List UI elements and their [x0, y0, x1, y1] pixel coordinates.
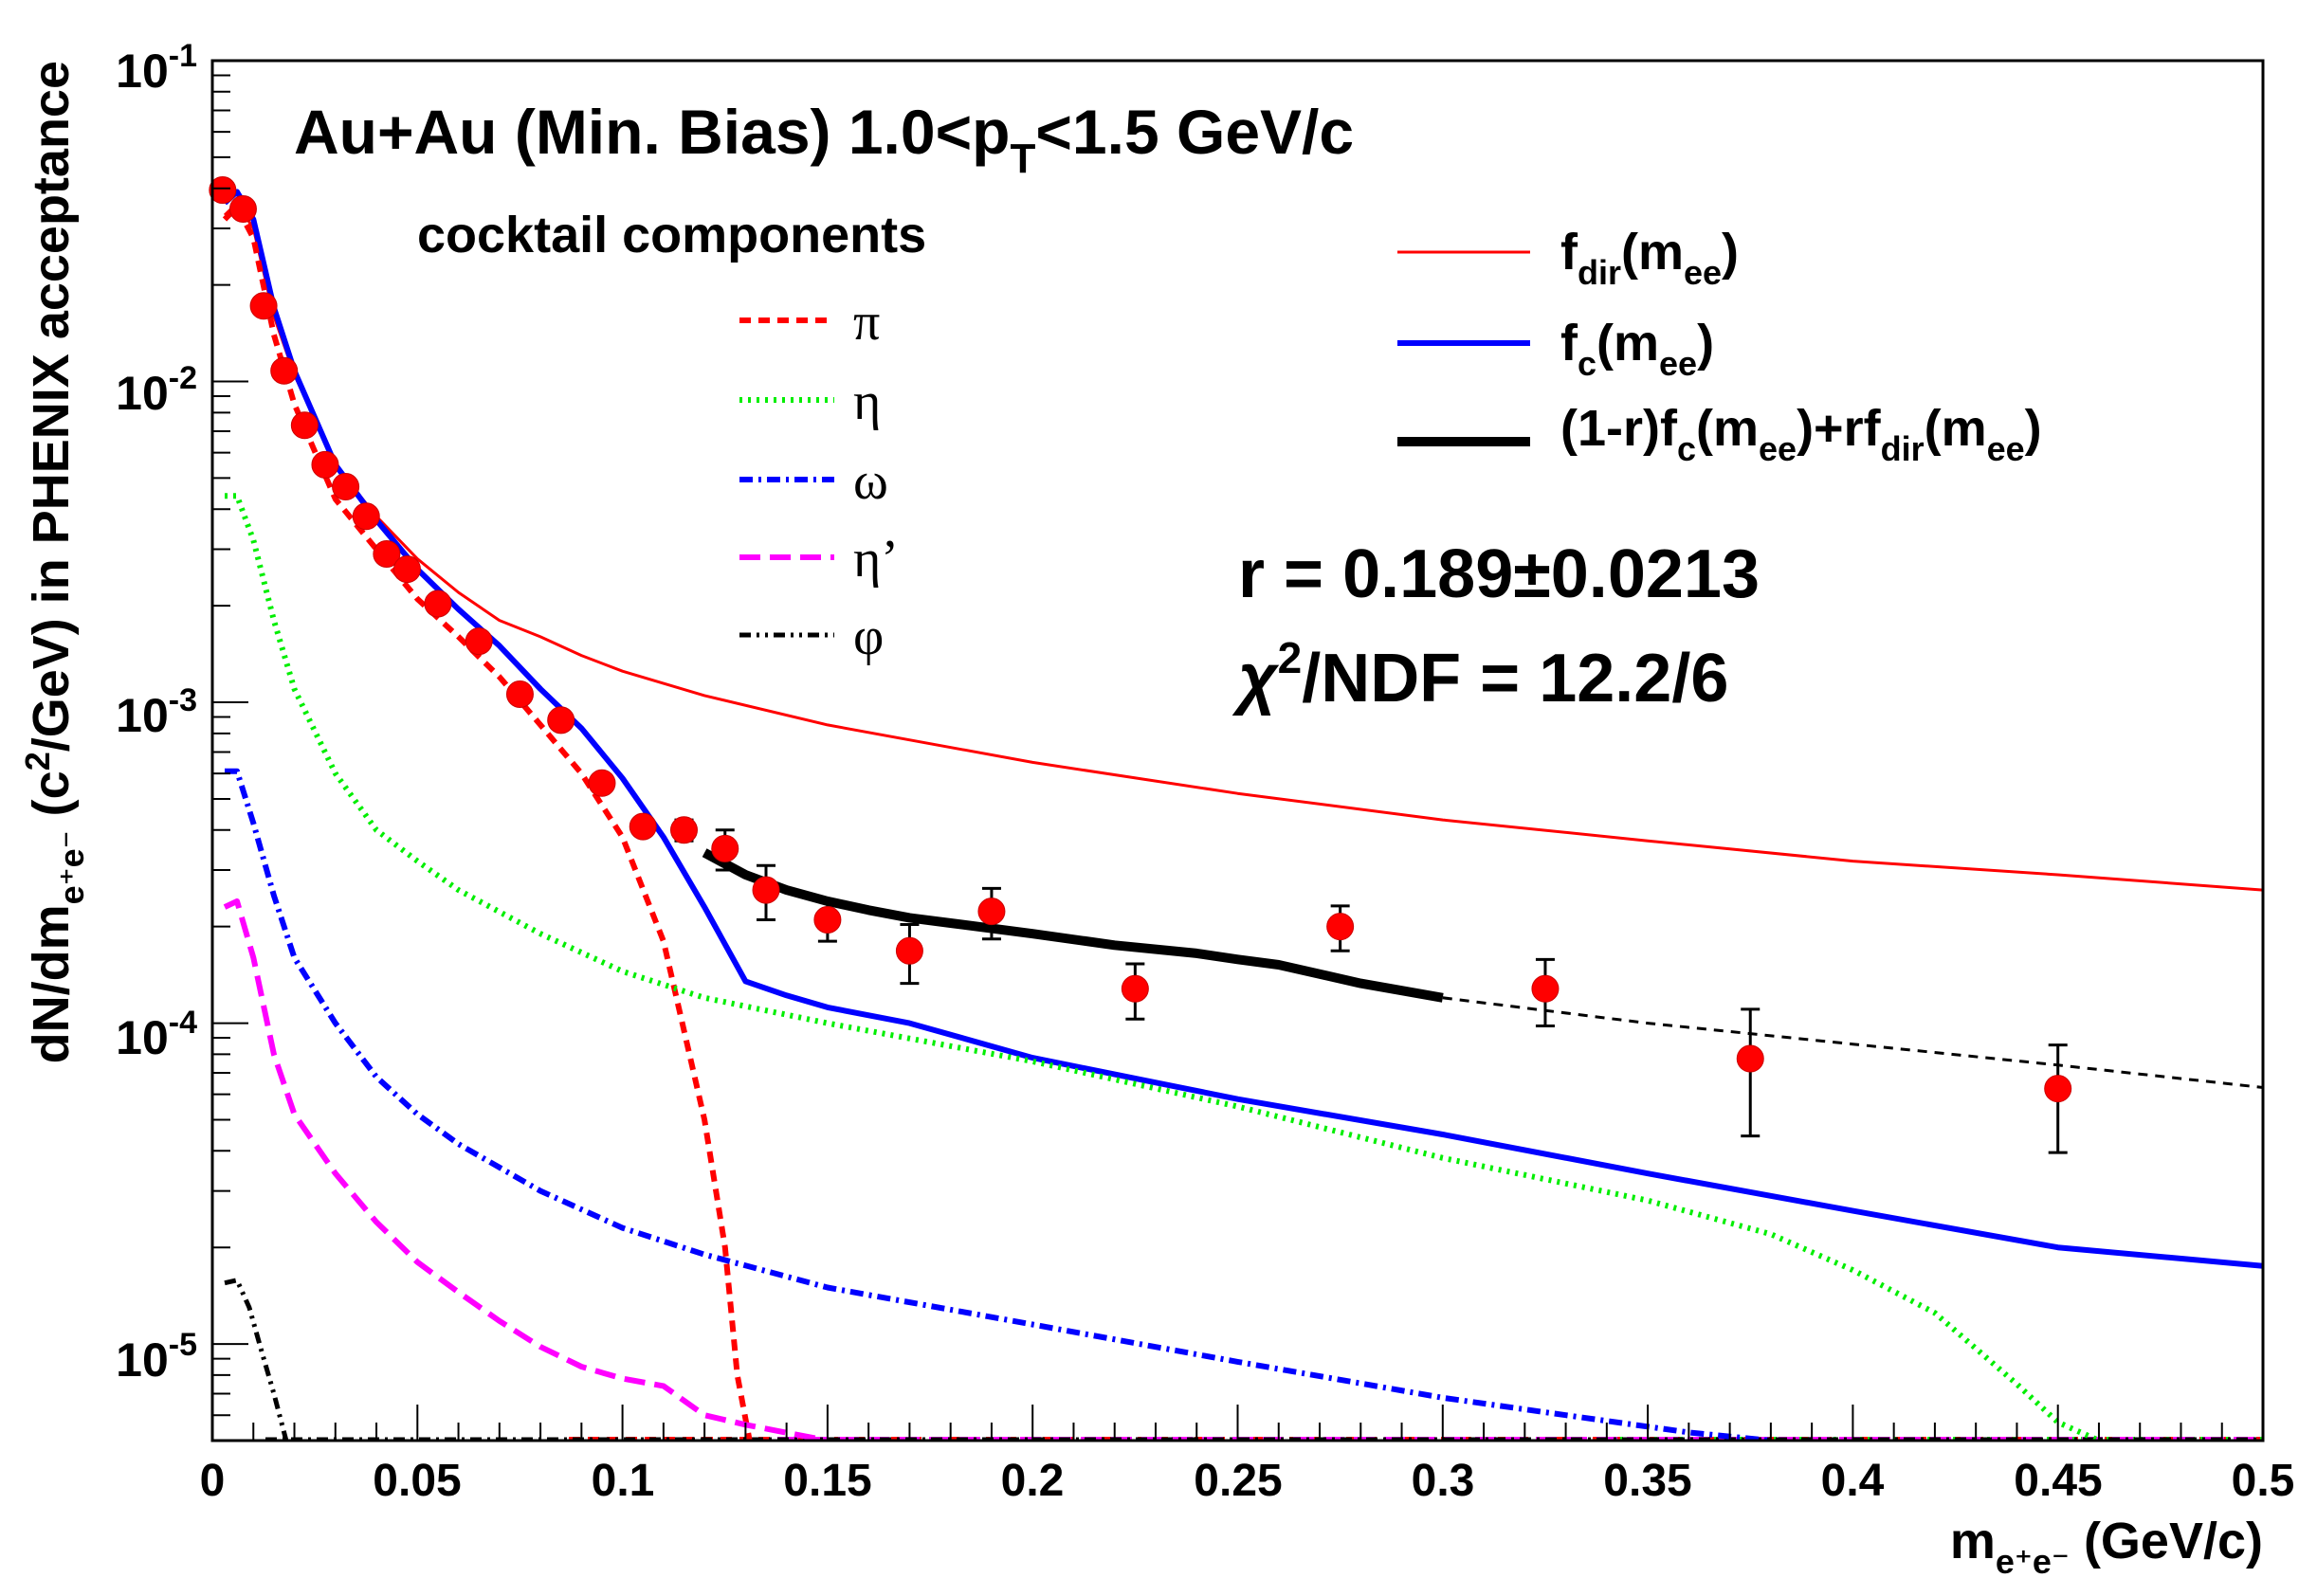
data-point: [392, 555, 421, 584]
x-tick-label: 0.45: [2014, 1456, 2102, 1506]
series-line-1: [222, 189, 2263, 1269]
series-layer: [222, 189, 2263, 1441]
data-point: [424, 589, 452, 618]
y-tick-label: 10-4: [116, 1005, 197, 1064]
cocktail-legend-entries: πηω η’ φ: [739, 293, 899, 666]
legend-label-fc: fc(mee): [1560, 315, 1714, 383]
series-line-5: [225, 493, 2101, 1441]
data-point: [465, 627, 493, 656]
data-point: [290, 411, 319, 440]
data-point: [311, 450, 339, 479]
x-tick-label: 0.2: [1001, 1456, 1065, 1506]
x-tick-label: 0.3: [1412, 1456, 1475, 1506]
legend-label-cocktail: ω: [853, 452, 888, 511]
x-tick-label: 0.4: [1821, 1456, 1885, 1506]
chart-title: Au+Au (Min. Bias) 1.0<pT<1.5 GeV/c: [294, 97, 1354, 182]
data-point: [547, 706, 575, 735]
data-point: [2044, 1075, 2072, 1103]
legend-label-cocktail: η’: [853, 530, 899, 589]
data-point: [1121, 974, 1149, 1003]
data-point: [1326, 913, 1355, 941]
y-tick-label: 10-3: [116, 682, 197, 742]
axis-ticks: [211, 60, 2264, 1442]
data-point: [669, 816, 698, 844]
data-point: [588, 769, 616, 797]
data-point: [332, 473, 360, 501]
y-tick-label: 10-5: [116, 1327, 197, 1387]
data-point: [270, 356, 299, 385]
fit-r-value: r = 0.189±0.0213: [1238, 536, 1760, 612]
x-tick-label: 0.05: [373, 1456, 461, 1506]
x-tick-label: 0.15: [783, 1456, 871, 1506]
x-tick-label: 0: [200, 1456, 226, 1506]
fit-legend: fdir(mee) fc(mee) (1-r)fc(mee)+rfdir(mee…: [1397, 224, 2042, 468]
data-point: [977, 898, 1006, 926]
data-point: [813, 905, 842, 934]
data-point: [209, 176, 237, 205]
data-point: [249, 292, 278, 320]
data-point: [1736, 1044, 1764, 1073]
fit-chi2-ndf: χ2/NDF = 12.2/6: [1231, 633, 1728, 716]
data-point: [373, 540, 401, 569]
legend-label-combined: (1-r)fc(mee)+rfdir(mee): [1560, 400, 2042, 468]
data-point: [1531, 974, 1560, 1003]
series-line-7: [223, 898, 829, 1441]
data-point: [895, 936, 923, 965]
x-tick-label: 0.5: [2232, 1456, 2295, 1506]
series-line-6: [225, 768, 1772, 1441]
data-point: [505, 680, 534, 708]
data-point: [352, 502, 380, 531]
legend-label-cocktail: η: [853, 372, 881, 431]
data-point: [752, 876, 780, 904]
series-line-3: [1442, 996, 2263, 1089]
y-axis-title: dN/dme⁺e⁻ (c2/GeV) in PHENIX acceptance: [18, 61, 91, 1063]
x-tick-label: 0.35: [1603, 1456, 1691, 1506]
data-point: [228, 194, 257, 223]
series-line-4: [222, 204, 753, 1441]
x-tick-label: 0.25: [1194, 1456, 1282, 1506]
x-tick-label: 0.1: [592, 1456, 655, 1506]
legend-label-cocktail: φ: [853, 608, 884, 666]
series-line-8: [224, 1278, 289, 1441]
y-tick-labels: 10-1 10-2 10-3 10-4 10-5: [116, 38, 197, 1387]
y-tick-label: 10-1: [116, 38, 197, 98]
x-axis-title: me⁺e⁻ (GeV/c): [1950, 1513, 2263, 1581]
legend-label-fdir: fdir(mee): [1560, 224, 1739, 292]
legend-label-cocktail: π: [853, 293, 880, 352]
cocktail-legend: cocktail components πηω η’ φ: [417, 207, 926, 666]
data-point: [629, 812, 657, 841]
y-tick-label: 10-2: [116, 360, 197, 420]
x-tick-labels: 0 0.05 0.1 0.15 0.2 0.25 0.3 0.35 0.4 0.…: [200, 1456, 2295, 1506]
cocktail-legend-header: cocktail components: [417, 207, 926, 263]
data-point: [711, 834, 739, 862]
data-points-layer: [209, 176, 2072, 1154]
